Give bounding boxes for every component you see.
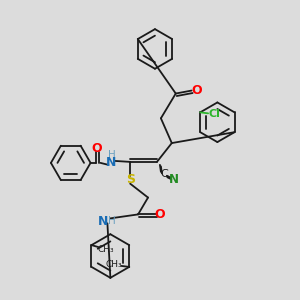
Text: H: H — [109, 150, 116, 160]
Text: O: O — [91, 142, 102, 154]
Text: N: N — [169, 173, 179, 186]
Text: C: C — [160, 169, 168, 179]
Text: S: S — [126, 173, 135, 186]
Text: N: N — [106, 156, 116, 170]
Text: H: H — [109, 216, 116, 226]
Text: CH₃: CH₃ — [105, 260, 122, 269]
Text: O: O — [154, 208, 165, 221]
Text: O: O — [191, 84, 202, 97]
Text: N: N — [98, 215, 109, 228]
Text: Cl: Cl — [208, 109, 220, 119]
Text: CH₃: CH₃ — [97, 244, 114, 253]
